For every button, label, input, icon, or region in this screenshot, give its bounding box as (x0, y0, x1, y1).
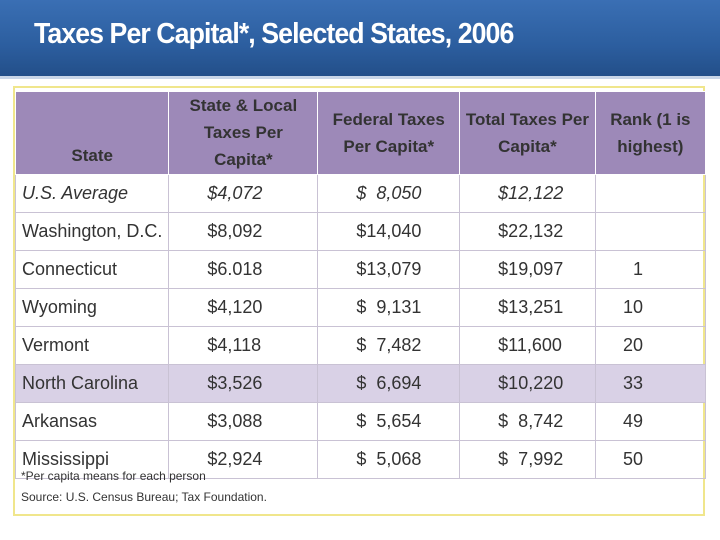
value-cell: $ 5,654 (317, 401, 461, 441)
column-header: Federal Taxes Per Capita* (317, 91, 461, 175)
value-cell: $4,072 (168, 173, 319, 213)
table-row: U.S. Average $4,072 $ 8,050 $12,122 (14, 173, 707, 213)
value-cell: $11,600 (459, 325, 596, 365)
value-cell: $13,251 (459, 287, 596, 327)
table-head: State State & Local Taxes Per Capita* Fede… (14, 91, 707, 175)
table-row: Mississippi $2,924 $ 5,068 $ 7,992 50 (14, 439, 707, 479)
value-cell: $ 9,131 (317, 287, 461, 327)
value-cell: $ 8,050 (317, 173, 461, 213)
footnote: *Per capita means for each person (21, 469, 206, 483)
value-cell: $14,040 (317, 211, 461, 251)
value-cell: $ 8,742 (459, 401, 596, 441)
column-header: Total Taxes Per Capita* (459, 91, 596, 175)
value-cell: $4,118 (168, 325, 319, 365)
state-cell: Connecticut (14, 249, 170, 289)
header-bar: Taxes Per Capital*, Selected States, 200… (0, 0, 720, 79)
state-cell: Arkansas (14, 401, 170, 441)
table-body: U.S. Average $4,072 $ 8,050 $12,122 Washingt… (14, 173, 707, 479)
state-cell: Mississippi (14, 439, 170, 479)
value-cell: $19,097 (459, 249, 596, 289)
value-cell: $ 7,992 (459, 439, 596, 479)
value-cell: 50 (594, 439, 707, 479)
value-cell: 1 (594, 249, 707, 289)
table-row: Wyoming $4,120 $ 9,131 $13,251 10 (14, 287, 707, 327)
value-cell: 10 (594, 287, 707, 327)
table-row: Connecticut $6.018 $13,079 $19,097 1 (14, 249, 707, 289)
title: Taxes Per Capital*, Selected States, 200… (34, 18, 514, 50)
value-cell: $3,088 (168, 401, 319, 441)
header-row: State State & Local Taxes Per Capita* Fede… (14, 91, 707, 175)
table-row: Vermont $4,118 $ 7,482 $11,600 20 (14, 325, 707, 365)
state-cell: U.S. Average (14, 173, 170, 213)
value-cell: 33 (594, 363, 707, 403)
table-row: Washington, D.C. $8,092 $14,040 $22,132 (14, 211, 707, 251)
value-cell: $12,122 (459, 173, 596, 213)
value-cell: $10,220 (459, 363, 596, 403)
value-cell: $6.018 (168, 249, 319, 289)
value-cell: $22,132 (459, 211, 596, 251)
table-row: North Carolina $3,526 $ 6,694 $10,220 33 (14, 363, 707, 403)
state-cell: North Carolina (14, 363, 170, 403)
column-header: State (14, 91, 170, 175)
value-cell: 20 (594, 325, 707, 365)
column-header: Rank (1 is highest) (594, 91, 707, 175)
tax-table: State State & Local Taxes Per Capita* Fede… (14, 91, 707, 479)
source: Source: U.S. Census Bureau; Tax Foundati… (21, 490, 267, 504)
state-cell: Vermont (14, 325, 170, 365)
value-cell: $ 7,482 (317, 325, 461, 365)
value-cell: $ 6,694 (317, 363, 461, 403)
value-cell: $2,924 (168, 439, 319, 479)
value-cell: $13,079 (317, 249, 461, 289)
value-cell (594, 173, 707, 213)
value-cell: $ 5,068 (317, 439, 461, 479)
value-cell: $3,526 (168, 363, 319, 403)
state-cell: Washington, D.C. (14, 211, 170, 251)
column-header: State & Local Taxes Per Capita* (168, 91, 319, 175)
table-row: Arkansas $3,088 $ 5,654 $ 8,742 49 (14, 401, 707, 441)
value-cell: $8,092 (168, 211, 319, 251)
value-cell (594, 211, 707, 251)
state-cell: Wyoming (14, 287, 170, 327)
value-cell: $4,120 (168, 287, 319, 327)
value-cell: 49 (594, 401, 707, 441)
